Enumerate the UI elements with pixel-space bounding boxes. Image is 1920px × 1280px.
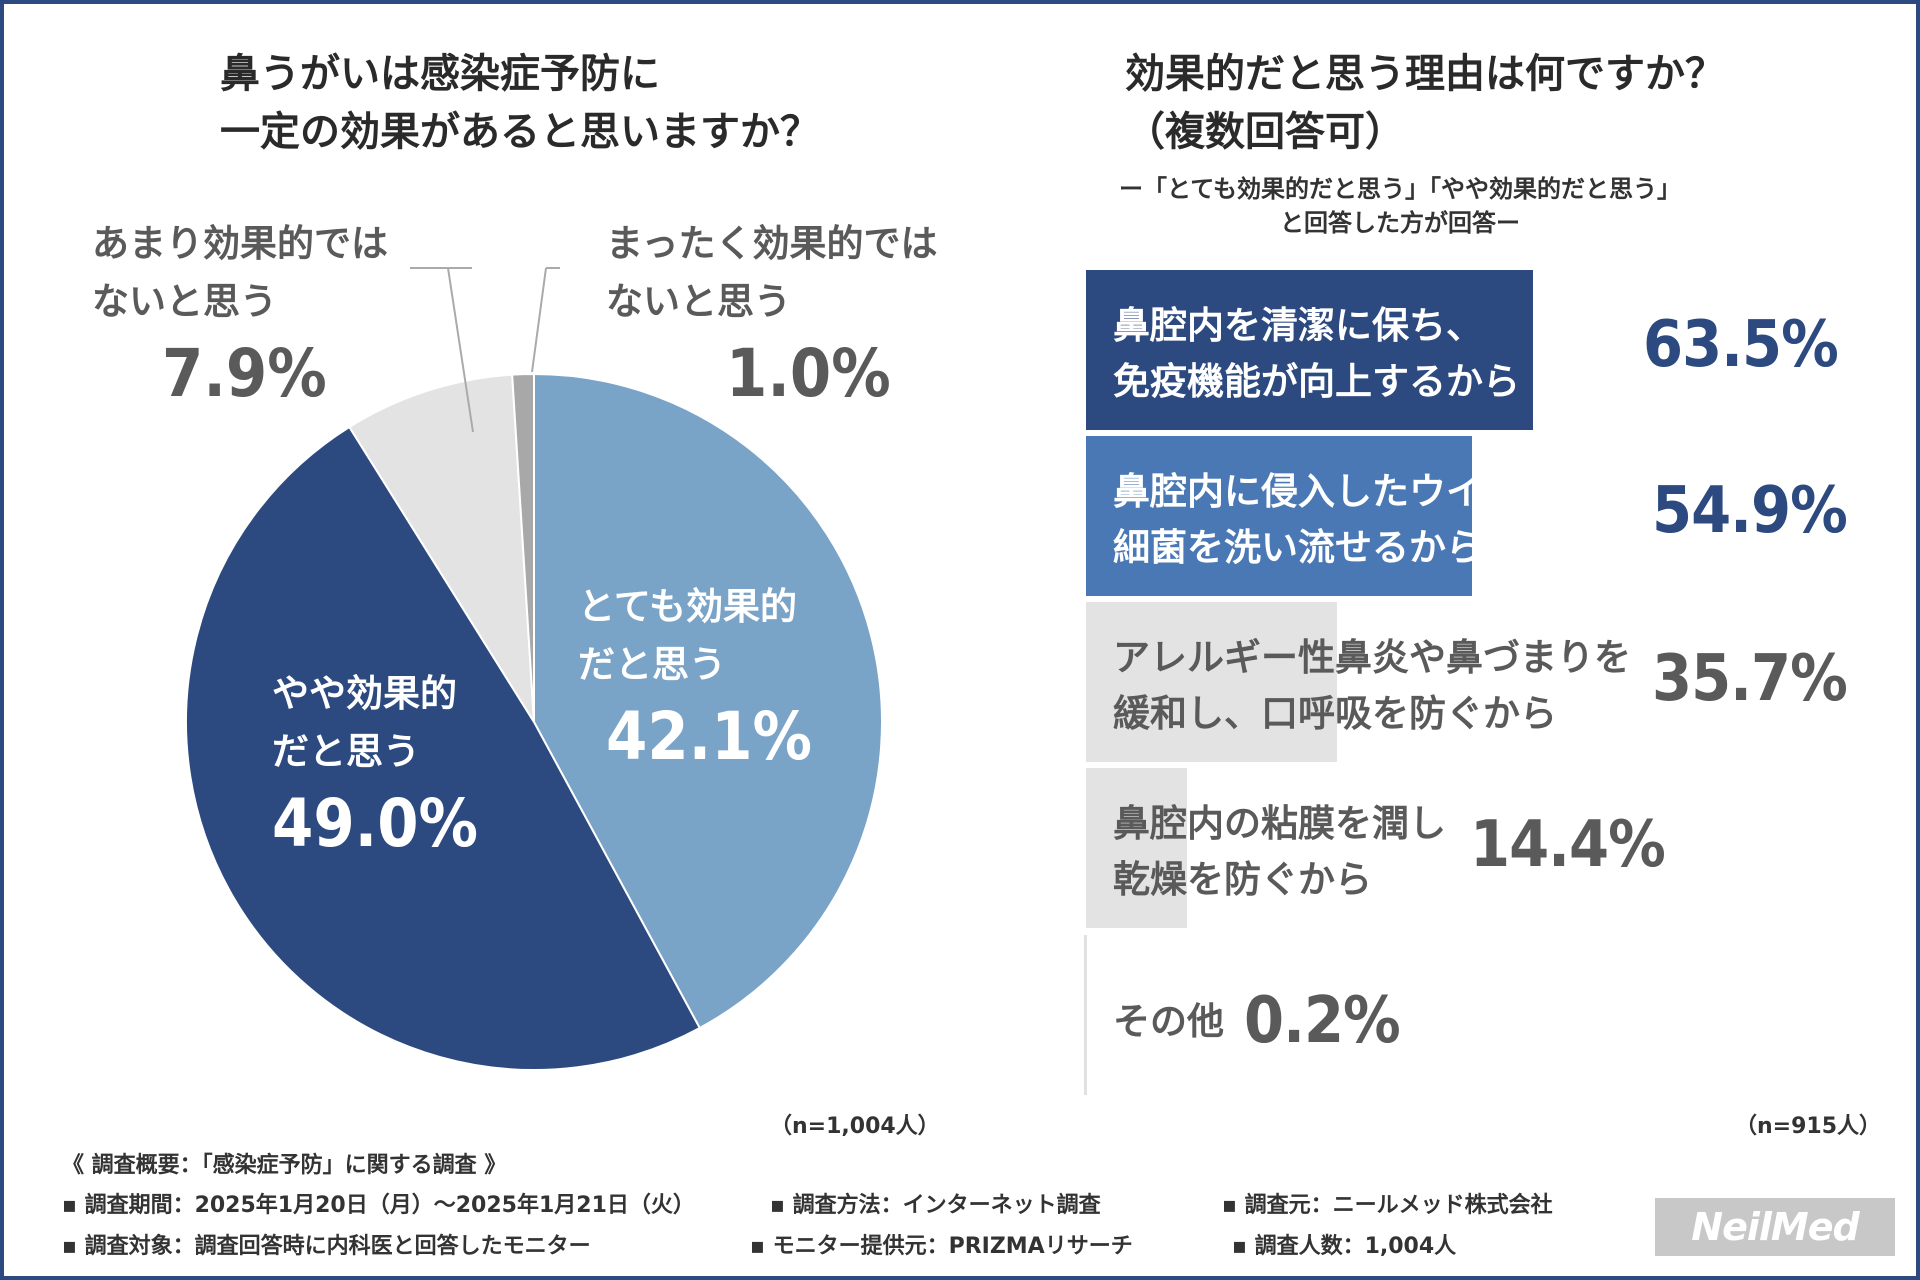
bar-title-line1: 効果的だと思う理由は何ですか？: [1125, 51, 1725, 97]
pie-chart-title: 鼻うがいは感染症予防に 一定の効果があると思いますか？: [220, 45, 820, 161]
pie-label-very-line2: だと思う: [578, 643, 726, 686]
pie-value-not-at-all: 1.0%: [726, 335, 891, 412]
pie-slice-somewhat-effective: [185, 425, 702, 1071]
bar-label-3-line1: 鼻腔内の粘膜を潤し: [1113, 802, 1446, 845]
pie-label-very-effective: とても効果的 だと思う 42.1%: [578, 578, 812, 780]
bar-axis-line: [1084, 935, 1086, 1095]
pie-label-very-line1: とても効果的: [578, 585, 798, 628]
survey-source: ▪ 調査元：ニールメッド株式会社: [1222, 1193, 1553, 1218]
survey-heading: 《 調査概要：「感染症予防」に関する調査 》: [62, 1153, 507, 1178]
bar-label-clean-nasal: 鼻腔内を清潔に保ち、 免疫機能が向上するから: [1113, 298, 1520, 410]
survey-provider: ▪ モニター提供元：PRIZMAリサーチ: [750, 1234, 1133, 1259]
bar-chart-subtitle: ー「とても効果的だと思う」「やや効果的だと思う」 と回答した方が回答ー: [1090, 172, 1710, 240]
leader-line-not-at-all-2: [531, 267, 547, 373]
pie-label-not-at-all-line2: ないと思う: [606, 280, 791, 323]
bar-label-0-line2: 免疫機能が向上するから: [1113, 360, 1520, 403]
bar-allergy-relief: [1086, 602, 1337, 762]
pie-slice-not-at-all: [511, 372, 535, 723]
bar-subtitle-line1: ー「とても効果的だと思う」「やや効果的だと思う」: [1118, 175, 1682, 203]
bar-value-wash-virus: 54.9%: [1652, 474, 1848, 548]
bar-title-line2: （複数回答可）: [1125, 109, 1405, 155]
pie-title-line1: 鼻うがいは感染症予防に: [220, 51, 660, 97]
bar-label-1-line1: 鼻腔内に侵入したウイルスや: [1113, 470, 1594, 513]
bar-wash-virus: [1086, 436, 1472, 596]
bar-value-moisturize: 14.4%: [1470, 808, 1666, 882]
survey-target: ▪ 調査対象：調査回答時に内科医と回答したモニター: [62, 1234, 591, 1259]
bar-moisturize: [1086, 768, 1187, 928]
survey-period: ▪ 調査期間：2025年1月20日（月）〜2025年1月21日（火）: [62, 1193, 695, 1218]
survey-method: ▪ 調査方法：インターネット調査: [770, 1193, 1101, 1218]
bar-label-4-line1: その他: [1113, 1000, 1224, 1043]
pie-slice-very-effective: [533, 372, 883, 1030]
survey-count: ▪ 調査人数：1,004人: [1232, 1234, 1457, 1259]
pie-sample-size: （n=1,004人）: [770, 1114, 940, 1139]
pie-slice-not-very: [348, 373, 535, 723]
neilmed-logo: NeilMed: [1655, 1198, 1895, 1256]
bar-label-3-line2: 乾燥を防ぐから: [1113, 858, 1372, 901]
bar-label-2-line2: 緩和し、口呼吸を防ぐから: [1113, 692, 1557, 735]
pie-label-somewhat-effective: やや効果的 だと思う 49.0%: [272, 665, 478, 867]
bar-chart-title: 効果的だと思う理由は何ですか？ （複数回答可）: [1125, 45, 1725, 161]
bar-label-0-line1: 鼻腔内を清潔に保ち、: [1113, 304, 1483, 347]
bar-label-allergy-relief: アレルギー性鼻炎や鼻づまりを 緩和し、口呼吸を防ぐから: [1113, 630, 1631, 742]
pie-label-not-very-line1: あまり効果的では: [92, 222, 388, 265]
pie-label-not-at-all-line1: まったく効果的では: [606, 222, 938, 265]
bar-value-clean-nasal: 63.5%: [1643, 308, 1839, 382]
bar-label-2-line1: アレルギー性鼻炎や鼻づまりを: [1113, 636, 1631, 679]
pie-value-somewhat: 49.0%: [272, 785, 478, 862]
bar-subtitle-line2: と回答した方が回答ー: [1280, 209, 1520, 237]
bar-value-allergy-relief: 35.7%: [1652, 642, 1848, 716]
pie-label-not-very-line2: ないと思う: [92, 280, 277, 323]
pie-value-very: 42.1%: [606, 698, 812, 775]
pie-label-somewhat-line1: やや効果的: [272, 672, 457, 715]
bar-label-moisturize: 鼻腔内の粘膜を潤し 乾燥を防ぐから: [1113, 796, 1446, 908]
pie-title-line2: 一定の効果があると思いますか？: [220, 109, 820, 155]
pie-label-somewhat-line2: だと思う: [272, 730, 420, 773]
pie-value-not-very: 7.9%: [162, 335, 327, 412]
leader-line-not-very-2: [447, 267, 474, 433]
bar-label-wash-virus: 鼻腔内に侵入したウイルスや 細菌を洗い流せるから: [1113, 464, 1594, 576]
pie-label-not-very: あまり効果的では ないと思う 7.9%: [92, 215, 388, 417]
bar-sample-size: （n=915人）: [1735, 1114, 1882, 1139]
bar-label-other: その他: [1113, 994, 1224, 1050]
bar-other: [1086, 935, 1087, 1095]
bar-label-1-line2: 細菌を洗い流せるから: [1113, 526, 1483, 569]
bar-clean-nasal: [1086, 270, 1533, 430]
pie-label-not-at-all: まったく効果的では ないと思う 1.0%: [606, 215, 938, 417]
bar-value-other: 0.2%: [1244, 984, 1401, 1058]
